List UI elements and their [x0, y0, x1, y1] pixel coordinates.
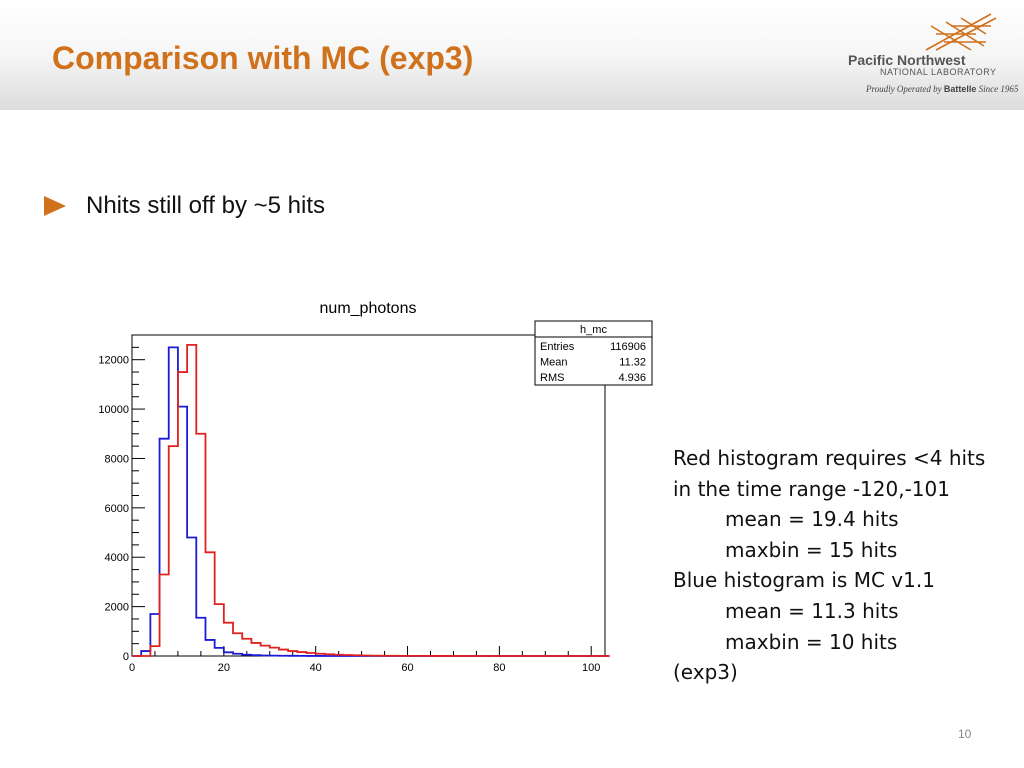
x-tick-label: 60	[401, 662, 413, 674]
note-line: (exp3)	[673, 660, 738, 685]
stats-name: h_mc	[580, 324, 607, 336]
x-tick-label: 100	[582, 662, 600, 674]
y-tick-label: 12000	[98, 355, 129, 367]
logo-tag-prefix: Proudly Operated by	[866, 84, 944, 94]
logo-subtitle: NATIONAL LABORATORY	[880, 67, 997, 77]
histogram-chart: num_photons 0 2000 4000 6000 8000 10000 12000 0 2…	[98, 300, 653, 674]
x-tick-label: 80	[493, 662, 505, 674]
note-line: maxbin = 10 hits	[725, 629, 898, 654]
note-line: in the time range -120,-101	[673, 476, 950, 501]
x-tick-label: 40	[310, 662, 322, 674]
stats-box	[534, 320, 653, 386]
note-line: mean = 11.3 hits	[725, 598, 899, 623]
note-line: Blue histogram is MC v1.1	[673, 568, 935, 593]
logo-tag-brand: Battelle	[943, 84, 977, 94]
notes-text: Red histogram requires <4 hits in the tim…	[673, 443, 985, 688]
logo-tagline: Proudly Operated by Battelle Since 1965	[866, 84, 1018, 94]
stats-label: Mean	[540, 357, 568, 369]
note-line: maxbin = 15 hits	[725, 537, 898, 562]
y-tick-label: 0	[123, 651, 129, 663]
y-tick-label: 10000	[98, 404, 129, 416]
slide-header: Comparison with MC (exp3) Pacific Northw…	[0, 0, 1024, 110]
pnnl-logo: Pacific Northwest NATIONAL LABORATORY Pr…	[836, 12, 1018, 102]
note-line: mean = 19.4 hits	[725, 507, 899, 532]
stats-value: 116906	[610, 341, 646, 353]
lattice-logo-icon	[925, 13, 997, 51]
bullet-text: Nhits still off by ~5 hits	[86, 192, 325, 219]
histogram-series-1	[132, 343, 610, 657]
page-number: 10	[958, 727, 972, 741]
x-tick-label: 0	[129, 662, 135, 674]
y-tick-label: 4000	[105, 552, 129, 564]
slide-title: Comparison with MC (exp3)	[52, 40, 474, 76]
stats-value: 11.32	[619, 357, 646, 369]
y-tick-label: 2000	[105, 602, 129, 614]
logo-name: Pacific Northwest	[848, 52, 966, 68]
stats-label: Entries	[540, 341, 575, 353]
stats-value: 4.936	[618, 372, 646, 384]
plot-frame	[131, 334, 606, 657]
histogram-series-0	[132, 346, 610, 657]
bullet-arrow-icon	[44, 196, 66, 216]
bullet-point: Nhits still off by ~5 hits	[44, 190, 325, 222]
logo-tag-suffix: Since 1965	[976, 84, 1019, 94]
y-tick-label: 6000	[105, 503, 129, 515]
y-tick-label: 8000	[105, 453, 129, 465]
chart-title: num_photons	[320, 300, 417, 317]
note-line: Red histogram requires <4 hits	[673, 446, 986, 470]
x-tick-label: 20	[218, 662, 230, 674]
stats-label: RMS	[540, 372, 564, 384]
